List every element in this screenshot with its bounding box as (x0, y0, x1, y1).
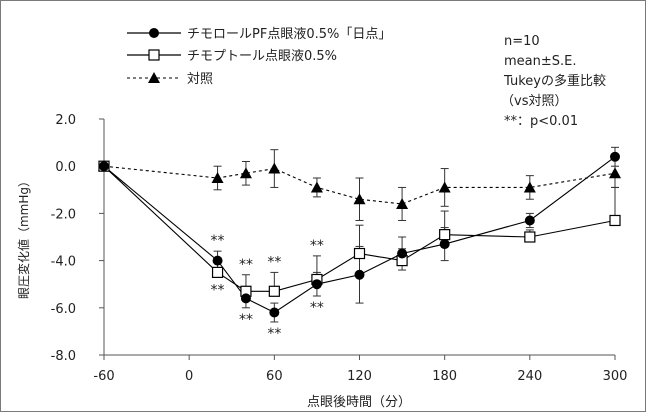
data-point (439, 239, 450, 250)
data-point (268, 162, 281, 174)
legend: チモロールPF点眼液0.5%「日点」 チモプトール点眼液0.5% 対照 (127, 27, 391, 87)
series-lines (103, 156, 616, 314)
significance-mark: ** (267, 254, 281, 270)
stats-annotation: n=10 mean±S.E. Tukeyの多重比較 （vs対照） **：p<0.… (501, 34, 606, 129)
legend-entry-control: 対照 (127, 72, 213, 87)
annotation-comparison: （vs対照） (501, 94, 567, 109)
data-point (439, 229, 451, 241)
data-point (211, 266, 224, 278)
data-point (353, 193, 366, 205)
data-point (99, 161, 109, 172)
data-point (524, 215, 535, 226)
legend-label-control: 対照 (187, 72, 213, 87)
data-point (609, 167, 621, 179)
significance-mark: ** (239, 257, 253, 273)
legend-entry-timoptol: チモプトール点眼液0.5% (127, 49, 337, 64)
x-tick-label: -60 (93, 369, 114, 384)
data-point (523, 181, 536, 193)
annotation-test: Tukeyの多重比較 (503, 73, 606, 89)
legend-marker-open-square (148, 49, 160, 61)
series-line (103, 165, 616, 205)
data-point (397, 248, 408, 259)
annotation-mean-se: mean±S.E. (504, 54, 577, 69)
x-tick-label: 180 (432, 369, 457, 384)
annotation-significance: **：p<0.01 (504, 114, 578, 129)
series-markers (98, 151, 621, 318)
significance-marks: ** ** ** ** ** ** ** ** (211, 233, 324, 342)
series-line (103, 156, 616, 314)
data-point (524, 231, 536, 243)
x-tick-label: 300 (603, 369, 628, 384)
data-point (211, 172, 224, 183)
x-tick-label: 0 (185, 369, 193, 384)
significance-mark: ** (310, 300, 324, 316)
significance-mark: ** (310, 238, 324, 254)
significance-mark: ** (239, 312, 253, 328)
legend-label-timolol-pf: チモロールPF点眼液0.5%「日点」 (187, 27, 391, 42)
significance-mark: ** (211, 282, 225, 298)
y-tick-labels: 2.0 0.0 -2.0 -4.0 -6.0 -8.0 (51, 113, 76, 364)
data-point (240, 293, 251, 304)
data-point (438, 181, 451, 193)
significance-mark: ** (267, 326, 281, 342)
x-tick-label: 60 (266, 369, 283, 384)
data-point (396, 197, 409, 209)
data-point (212, 255, 223, 266)
x-axis-title: 点眼後時間（分） (307, 395, 411, 410)
data-point (310, 181, 323, 193)
data-point (269, 307, 280, 318)
legend-label-timoptol: チモプトール点眼液0.5% (187, 49, 337, 64)
x-tick-label: 120 (347, 369, 372, 384)
legend-marker-filled-circle (149, 28, 159, 38)
legend-entry-timolol-pf: チモロールPF点眼液0.5%「日点」 (127, 27, 391, 42)
data-point (239, 167, 252, 179)
data-point (268, 285, 280, 297)
data-point (311, 279, 322, 290)
error-bars (213, 146, 619, 323)
y-tick-label: -8.0 (51, 349, 76, 364)
tick-marks (99, 118, 616, 360)
x-tick-labels: -60 0 60 120 180 240 300 (93, 369, 627, 384)
data-point (354, 269, 365, 280)
series-line (103, 165, 616, 292)
annotation-n: n=10 (504, 34, 540, 49)
y-tick-label: 0.0 (55, 160, 76, 175)
significance-mark: ** (211, 233, 225, 249)
x-tick-label: 240 (517, 369, 542, 384)
y-tick-label: -6.0 (51, 302, 76, 317)
data-point (609, 214, 621, 227)
y-axis-title: 眼圧変化値（mmHg） (16, 175, 31, 299)
data-point (353, 247, 366, 260)
data-point (610, 151, 620, 162)
legend-marker-filled-triangle (148, 72, 160, 83)
y-tick-label: -2.0 (51, 207, 76, 222)
y-tick-label: -4.0 (51, 255, 76, 270)
y-tick-label: 2.0 (55, 113, 76, 128)
